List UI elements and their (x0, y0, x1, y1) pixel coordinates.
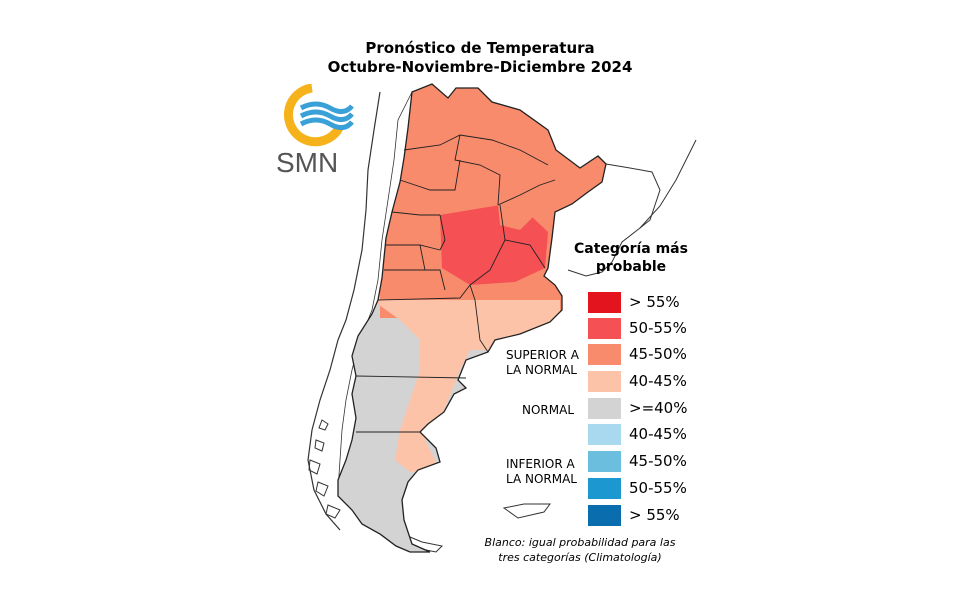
legend-swatch-above-50-55 (588, 318, 621, 339)
province-boundaries (355, 134, 556, 433)
smn-logo-text: SMN (276, 147, 338, 178)
legend-label-above-55: > 55% (629, 293, 680, 311)
legend-group-superior: SUPERIOR A LA NORMAL (506, 348, 579, 377)
smn-logo: SMN (276, 84, 354, 178)
chile-coastline (307, 91, 381, 531)
legend-label-normal: >=40% (629, 399, 688, 417)
legend-label-above-50-55: 50-55% (629, 319, 687, 337)
legend-label-below-40-45: 40-45% (629, 425, 687, 443)
legend-heading: Categoría más probable (574, 241, 688, 275)
chile-border (337, 91, 413, 491)
legend-swatch-below-50-55 (588, 478, 621, 499)
legend-label-below-50-55: 50-55% (629, 479, 687, 497)
legend-swatch-above-40-45 (588, 371, 621, 392)
legend-swatch-below-45-50 (588, 451, 621, 472)
brazil-coastline (639, 139, 697, 229)
legend-label-above-40-45: 40-45% (629, 372, 687, 390)
legend-swatch-below-40-45 (588, 424, 621, 445)
legend-group-normal: NORMAL (522, 403, 575, 417)
legend-note: Blanco: igual probabilidad para las tres… (484, 536, 676, 564)
map-title: Pronóstico de Temperatura (365, 39, 595, 57)
legend-group-inferior: INFERIOR A LA NORMAL (506, 457, 577, 486)
map-subtitle: Octubre-Noviembre-Diciembre 2024 (327, 58, 633, 76)
legend-swatch-above-45-50 (588, 344, 621, 365)
legend-label-below-55: > 55% (629, 506, 680, 524)
legend-swatch-below-55 (588, 505, 621, 526)
legend-label-below-45-50: 45-50% (629, 452, 687, 470)
legend-label-above-45-50: 45-50% (629, 345, 687, 363)
legend-swatch-above-55 (588, 292, 621, 313)
legend-swatch-normal (588, 398, 621, 419)
